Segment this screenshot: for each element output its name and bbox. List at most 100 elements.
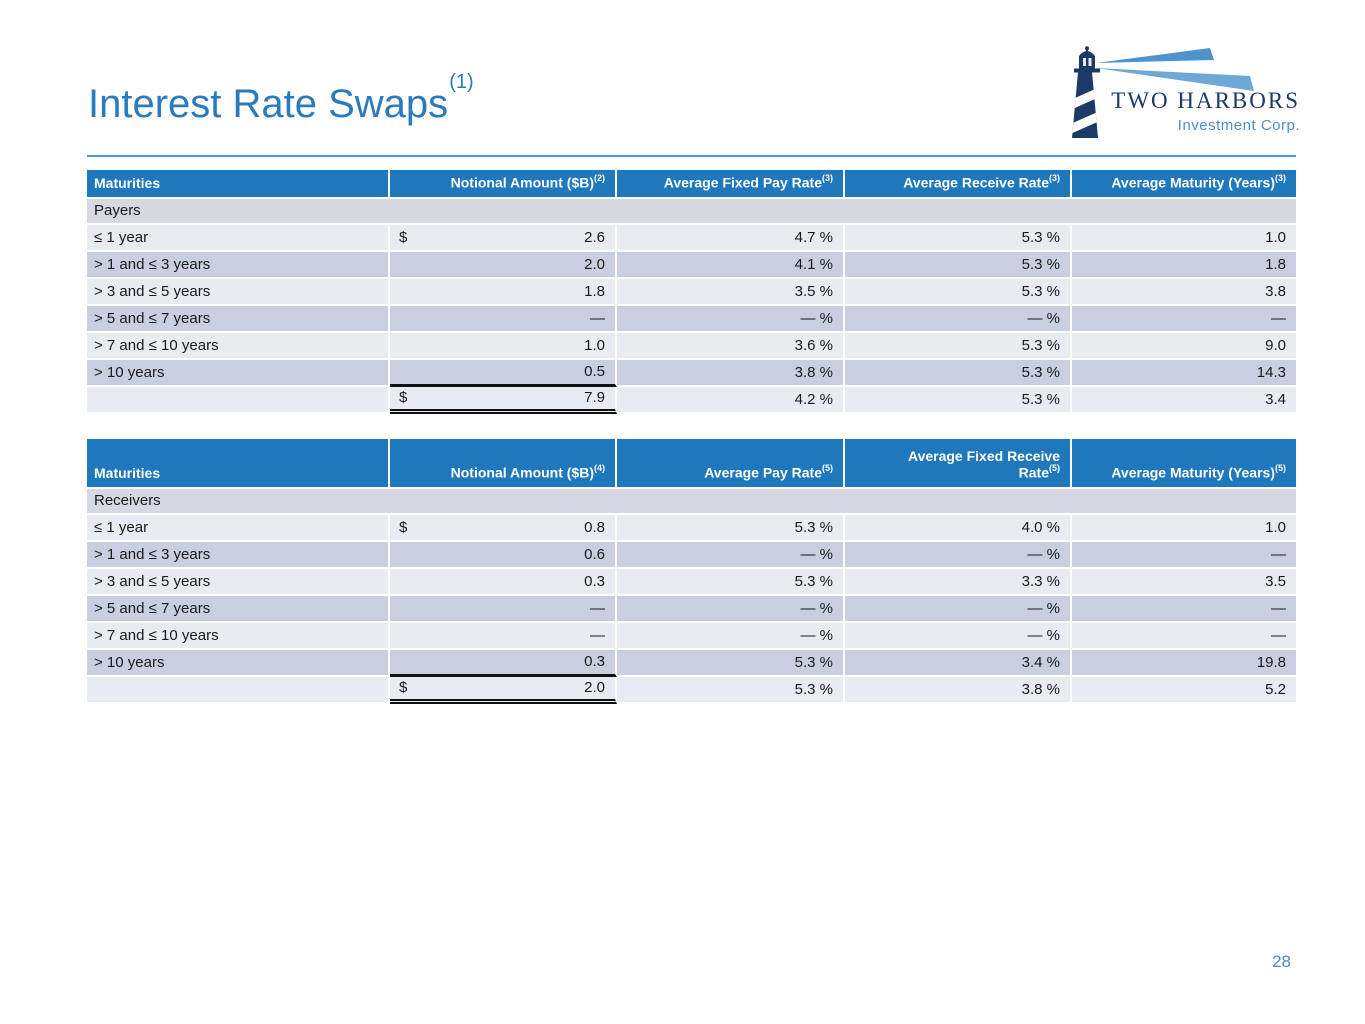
dollar-sign: $ [399,518,408,536]
footnote-marker: (5) [1275,463,1286,473]
table-row: > 1 and ≤ 3 years 2.0 4.1 % 5.3 % 1.8 [87,251,1296,279]
receive-rate-cell: 5.3 % [845,278,1072,306]
receivers-table-header: Maturities Notional Amount ($B)(4) Average… [87,438,1296,489]
receive-rate-cell: — % [845,305,1072,333]
notional-amount-cell: 1.8 [390,278,617,306]
notional-amount-cell: $2.0 [390,676,617,704]
table-row: > 3 and ≤ 5 years 0.3 5.3 % 3.3 % 3.5 [87,568,1296,596]
payers-table-body: Payers ≤ 1 year $2.6 4.7 % 5.3 % 1.0 > 1 and ≤… [87,198,1296,414]
logo-text: TWO HARBORS Investment Corp. [1111,88,1300,134]
cell-value: 0.8 [584,518,605,536]
footnote-marker: (5) [822,463,833,473]
logo-company-name: TWO HARBORS [1111,88,1300,113]
total-row: $7.9 4.2 % 5.3 % 3.4 [87,386,1296,414]
section-label: Payers [87,198,1296,225]
receive-rate-cell: 3.4 % [845,649,1072,677]
total-row: $2.0 5.3 % 3.8 % 5.2 [87,676,1296,704]
cell-value: 2.6 [584,228,605,246]
avg-maturity-years-cell: 3.4 [1072,386,1296,414]
avg-maturity-years-cell: 3.5 [1072,568,1296,596]
receive-rate-cell: — % [845,541,1072,569]
pay-rate-cell: 5.3 % [617,514,845,542]
avg-maturity-years-cell: 5.2 [1072,676,1296,704]
notional-amount-cell: $2.6 [390,224,617,252]
notional-amount-cell: 0.5 [390,359,617,387]
avg-maturity-years-cell: 9.0 [1072,332,1296,360]
lighthouse-icon [1072,46,1254,138]
table-row: > 10 years 0.3 5.3 % 3.4 % 19.8 [87,649,1296,677]
avg-maturity-years-cell: 3.8 [1072,278,1296,306]
dollar-sign: $ [399,228,408,246]
payers-swaps-table: Maturities Notional Amount ($B)(2) Average… [87,170,1296,414]
table-row: > 7 and ≤ 10 years — — % — % — [87,622,1296,650]
avg-maturity-years-cell: 19.8 [1072,649,1296,677]
avg-maturity-years-cell: 14.3 [1072,359,1296,387]
receive-rate-cell: 3.3 % [845,568,1072,596]
section-label: Receivers [87,488,1296,515]
maturity-cell: > 7 and ≤ 10 years [87,332,390,360]
pay-rate-cell: — % [617,305,845,333]
payers-table-header: Maturities Notional Amount ($B)(2) Average… [87,170,1296,199]
receivers-table-body: Receivers ≤ 1 year $0.8 5.3 % 4.0 % 1.0 > 1 an… [87,488,1296,704]
header-row: Maturities Notional Amount ($B)(4) Average… [87,438,1296,489]
maturity-cell: > 1 and ≤ 3 years [87,251,390,279]
notional-amount-cell: — [390,595,617,623]
notional-amount-cell: 2.0 [390,251,617,279]
footnote-marker: (4) [594,463,605,473]
pay-rate-cell: — % [617,541,845,569]
maturity-cell: > 5 and ≤ 7 years [87,595,390,623]
footnote-marker: (5) [1049,463,1060,473]
notional-amount-cell: 0.3 [390,568,617,596]
table-row: > 3 and ≤ 5 years 1.8 3.5 % 5.3 % 3.8 [87,278,1296,306]
maturity-cell [87,386,390,414]
table-row: > 1 and ≤ 3 years 0.6— % — % — [87,541,1296,569]
avg-maturity-years-cell: — [1072,541,1296,569]
column-header-average-pay-rate: Average Pay Rate(5) [617,438,845,489]
dollar-sign: $ [399,389,408,407]
notional-amount-cell: 0.3 [390,649,617,677]
receive-rate-cell: — % [845,622,1072,650]
pay-rate-cell: 5.3 % [617,676,845,704]
table-row: ≤ 1 year $0.8 5.3 % 4.0 % 1.0 [87,514,1296,542]
avg-maturity-years-cell: — [1072,622,1296,650]
column-header-average-receive-rate: Average Receive Rate(3) [845,170,1072,199]
column-header-notional-amount-b: Notional Amount ($B)(2) [390,170,617,199]
maturity-cell: > 3 and ≤ 5 years [87,568,390,596]
footnote-marker: (3) [822,173,833,183]
column-header-average-fixed-pay-rate: Average Fixed Pay Rate(3) [617,170,845,199]
section-row-receivers: Receivers [87,488,1296,515]
notional-amount-cell: 1.0 [390,332,617,360]
pay-rate-cell: 3.6 % [617,332,845,360]
logo-subtitle: Investment Corp. [1177,117,1300,134]
company-logo: TWO HARBORS Investment Corp. [1060,46,1300,138]
receive-rate-cell: 5.3 % [845,386,1072,414]
table-row: ≤ 1 year $2.6 4.7 % 5.3 % 1.0 [87,224,1296,252]
title-divider [87,155,1296,157]
section-row-payers: Payers [87,198,1296,225]
pay-rate-cell: 5.3 % [617,568,845,596]
notional-amount-cell: — [390,305,617,333]
cell-value: 2.0 [584,679,605,697]
pay-rate-cell: 3.8 % [617,359,845,387]
avg-maturity-years-cell: — [1072,305,1296,333]
notional-amount-cell: $0.8 [390,514,617,542]
maturity-cell: > 10 years [87,359,390,387]
pay-rate-cell: 4.1 % [617,251,845,279]
table-row: > 10 years 0.5 3.8 % 5.3 % 14.3 [87,359,1296,387]
avg-maturity-years-cell: 1.0 [1072,514,1296,542]
table-row: > 5 and ≤ 7 years — — % — % — [87,595,1296,623]
title-footnote-ref: (1) [449,70,474,93]
slide-content: Maturities Notional Amount ($B)(2) Average… [87,155,1296,704]
footnote-marker: (3) [1275,173,1286,183]
receive-rate-cell: 5.3 % [845,359,1072,387]
avg-maturity-years-cell: 1.8 [1072,251,1296,279]
maturity-cell: > 1 and ≤ 3 years [87,541,390,569]
notional-amount-cell: — [390,622,617,650]
maturity-cell: > 7 and ≤ 10 years [87,622,390,650]
header-row: Maturities Notional Amount ($B)(2) Average… [87,170,1296,199]
avg-maturity-years-cell: 1.0 [1072,224,1296,252]
receive-rate-cell: 4.0 % [845,514,1072,542]
page-title-text: Interest Rate Swaps [88,82,449,126]
pay-rate-cell: — % [617,595,845,623]
